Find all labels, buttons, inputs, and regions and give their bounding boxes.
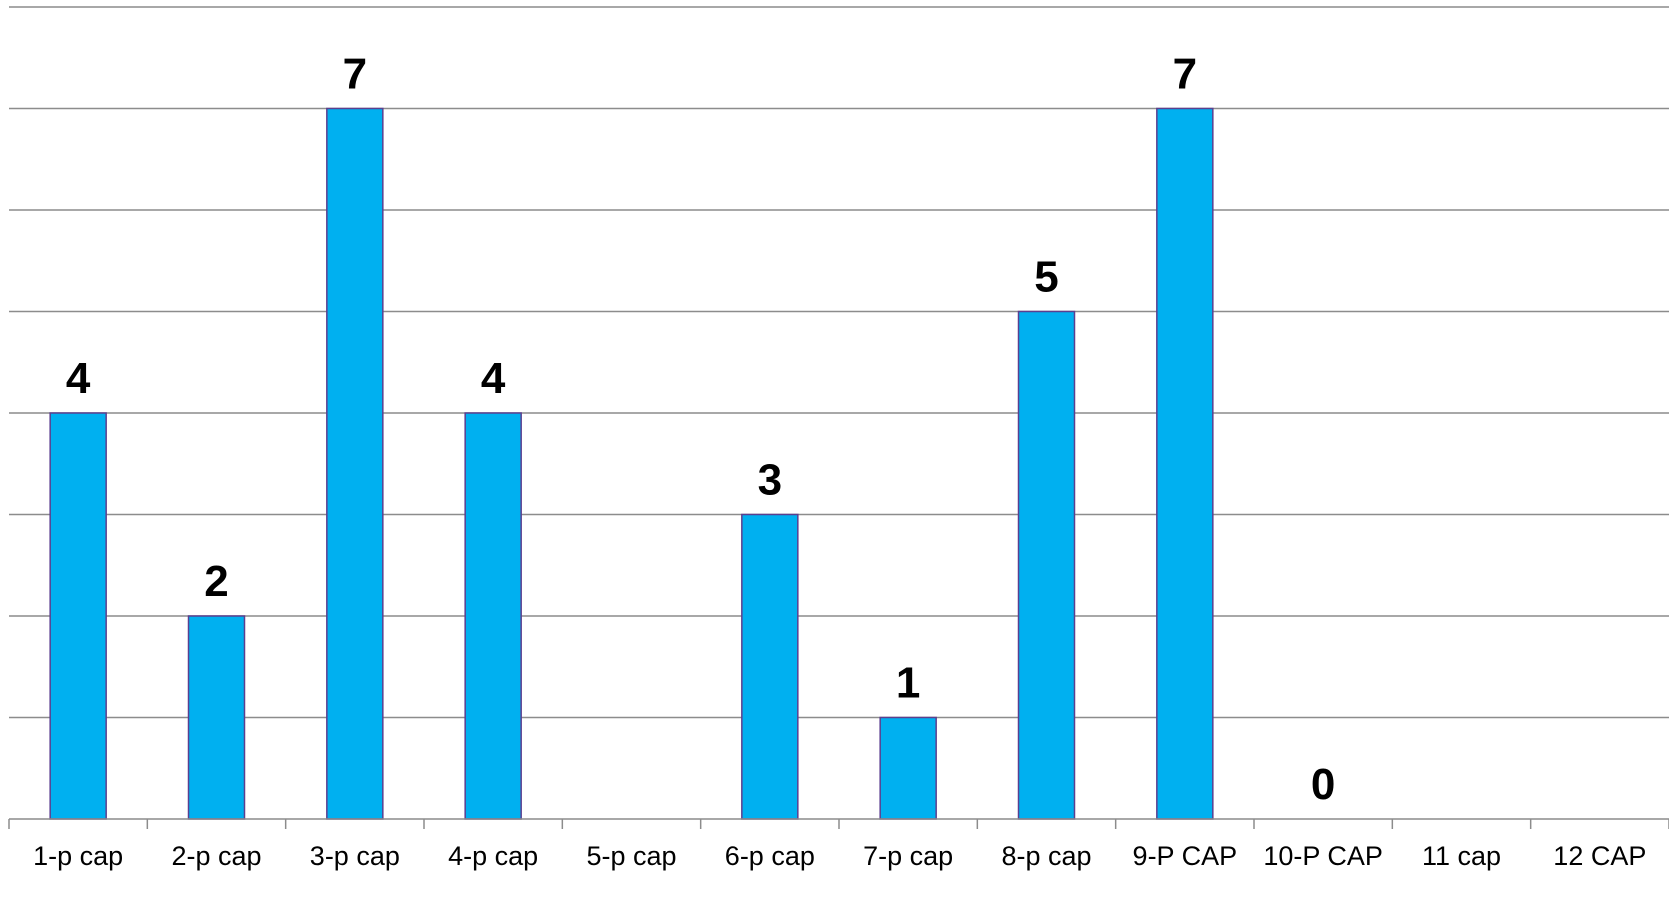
bar-9 [1156,107,1214,820]
bars [49,107,1214,820]
x-tick-label-7: 7-p cap [863,841,953,871]
bar-4 [464,412,522,820]
x-tick-label-12: 12 CAP [1553,841,1646,871]
data-label-6: 3 [758,456,782,505]
data-label-1: 4 [66,354,91,403]
x-tick-label-2: 2-p cap [171,841,261,871]
data-label-10: 0 [1311,760,1335,809]
data-label-4: 4 [481,354,506,403]
bar-8 [1017,310,1076,820]
data-label-7: 1 [896,659,920,708]
data-label-8: 5 [1034,253,1058,302]
bar-3 [326,107,384,820]
bar-2 [187,615,246,820]
x-tick-label-11: 11 cap [1422,841,1501,871]
x-tick-label-8: 8-p cap [1001,841,1091,871]
x-tick-label-3: 3-p cap [310,841,400,871]
x-tick-label-6: 6-p cap [725,841,815,871]
x-axis-ticks [8,819,1669,829]
gridlines [9,6,1669,719]
data-label-9: 7 [1173,50,1197,99]
x-tick-label-9: 9-P CAP [1133,841,1238,871]
x-tick-label-1: 1-p cap [33,841,123,871]
x-tick-label-5: 5-p cap [586,841,676,871]
data-labels: 4 2 7 4 3 1 5 7 0 [66,50,1335,810]
bar-1 [49,412,107,820]
bar-6 [741,513,799,820]
x-tick-label-10: 10-P CAP [1263,841,1383,871]
bar-7 [879,716,937,820]
x-axis-tick-labels: 1-p cap 2-p cap 3-p cap 4-p cap 5-p cap 6-p c… [33,841,1646,871]
data-label-2: 2 [204,557,228,606]
data-label-3: 7 [343,50,367,99]
x-tick-label-4: 4-p cap [448,841,538,871]
